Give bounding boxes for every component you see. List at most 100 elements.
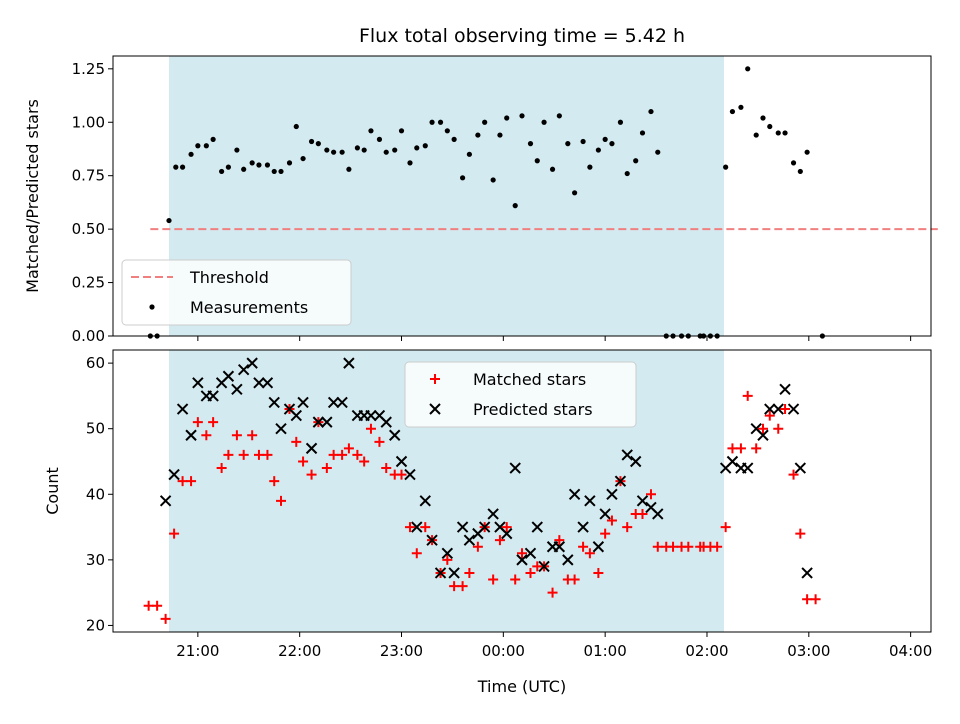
matched-point bbox=[501, 522, 512, 533]
matched-point bbox=[668, 541, 679, 552]
measurement-point bbox=[398, 128, 405, 134]
measurement-point bbox=[414, 145, 420, 151]
predicted-point bbox=[185, 429, 197, 441]
measurement-point bbox=[451, 136, 457, 142]
predicted-point bbox=[343, 357, 355, 369]
measurement-point bbox=[466, 151, 472, 157]
predicted-point bbox=[237, 363, 250, 376]
matched-point bbox=[712, 541, 723, 552]
measurement-point bbox=[790, 160, 797, 166]
y-tick-label: 40 bbox=[86, 485, 105, 503]
matched-point bbox=[795, 528, 806, 539]
legend-predicted-swatch bbox=[429, 403, 441, 415]
measurement-point bbox=[549, 166, 556, 172]
measurement-point bbox=[782, 130, 788, 136]
matched-point bbox=[411, 548, 422, 559]
measurement-point bbox=[422, 143, 428, 149]
matched-point bbox=[720, 522, 731, 533]
measurement-point bbox=[225, 164, 232, 170]
predicted-point bbox=[336, 396, 348, 409]
predicted-point bbox=[312, 416, 325, 428]
predicted-point bbox=[434, 567, 447, 579]
x-tick-label: 22:00 bbox=[278, 642, 321, 660]
predicted-point bbox=[290, 409, 302, 422]
predicted-point bbox=[380, 416, 392, 428]
matched-point bbox=[600, 528, 611, 539]
measurement-point bbox=[617, 119, 624, 125]
matched-point bbox=[494, 535, 505, 546]
measurement-point bbox=[639, 130, 646, 136]
measurement-point bbox=[512, 203, 518, 209]
matched-point bbox=[192, 417, 203, 428]
matched-point bbox=[328, 449, 339, 460]
measurement-point bbox=[541, 119, 547, 125]
predicted-point bbox=[411, 521, 423, 533]
measurement-point bbox=[249, 160, 255, 166]
predicted-point bbox=[207, 390, 219, 402]
measurement-point bbox=[361, 147, 367, 153]
measurement-point bbox=[271, 168, 277, 175]
measurement-point bbox=[595, 147, 601, 153]
matched-point bbox=[442, 554, 453, 565]
predicted-point bbox=[524, 547, 537, 560]
matched-point bbox=[457, 581, 468, 592]
legend-top: Threshold Measurements bbox=[121, 259, 352, 326]
predicted-point bbox=[268, 396, 280, 409]
measurement-point bbox=[331, 149, 337, 155]
measurement-point bbox=[278, 168, 284, 175]
measurement-point bbox=[293, 123, 299, 130]
predicted-point bbox=[577, 521, 589, 533]
legend-predicted-label: Predicted stars bbox=[473, 400, 593, 419]
measurement-point bbox=[804, 149, 810, 155]
measurement-point bbox=[376, 136, 383, 142]
matched-point bbox=[262, 449, 273, 460]
matched-point bbox=[201, 430, 212, 441]
measurement-point bbox=[429, 119, 435, 125]
matched-point bbox=[788, 469, 799, 480]
matched-point bbox=[359, 456, 370, 467]
predicted-point bbox=[538, 560, 550, 573]
matched-point bbox=[160, 613, 171, 624]
predicted-point bbox=[261, 377, 274, 389]
measurement-point bbox=[460, 175, 466, 181]
matched-point bbox=[578, 541, 589, 552]
measurement-point bbox=[256, 162, 262, 168]
chart-title: Flux total observing time = 5.42 h bbox=[359, 25, 685, 47]
measurement-point bbox=[648, 108, 654, 115]
measurement-point bbox=[580, 138, 586, 145]
measurement-point bbox=[392, 147, 398, 153]
matched-point bbox=[169, 528, 180, 539]
measurement-point bbox=[368, 128, 374, 134]
predicted-point bbox=[487, 508, 499, 520]
matched-point bbox=[525, 567, 536, 578]
predicted-point bbox=[327, 396, 340, 409]
matched-point bbox=[622, 522, 633, 533]
measurement-point bbox=[354, 145, 360, 151]
matched-point bbox=[510, 574, 521, 585]
measurement-point bbox=[407, 160, 413, 166]
x-tick-label: 00:00 bbox=[482, 642, 525, 660]
matched-point bbox=[727, 443, 738, 454]
measurement-point bbox=[210, 136, 216, 142]
x-tick-label: 03:00 bbox=[787, 642, 830, 660]
measurement-point bbox=[219, 168, 225, 175]
matched-point bbox=[757, 423, 768, 434]
measurement-point bbox=[624, 170, 630, 177]
measurement-point bbox=[738, 104, 744, 110]
predicted-point bbox=[168, 468, 180, 481]
measurement-point bbox=[760, 115, 766, 121]
matched-point bbox=[735, 443, 746, 454]
measurement-point bbox=[534, 158, 540, 164]
matched-point bbox=[645, 489, 656, 500]
axes-frame bbox=[112, 55, 932, 337]
measurement-point bbox=[188, 151, 194, 157]
bottom-panel: 20 30 40 50 60 21:00 22:00 23:00 00:00 01:00 02:00… bbox=[43, 349, 932, 660]
measurement-point bbox=[166, 217, 172, 224]
matched-point bbox=[238, 449, 249, 460]
measurement-point bbox=[767, 123, 773, 130]
predicted-point bbox=[562, 554, 574, 566]
legend-measurements-label: Measurements bbox=[190, 298, 308, 317]
matched-point bbox=[396, 469, 407, 480]
matched-point bbox=[472, 541, 483, 552]
